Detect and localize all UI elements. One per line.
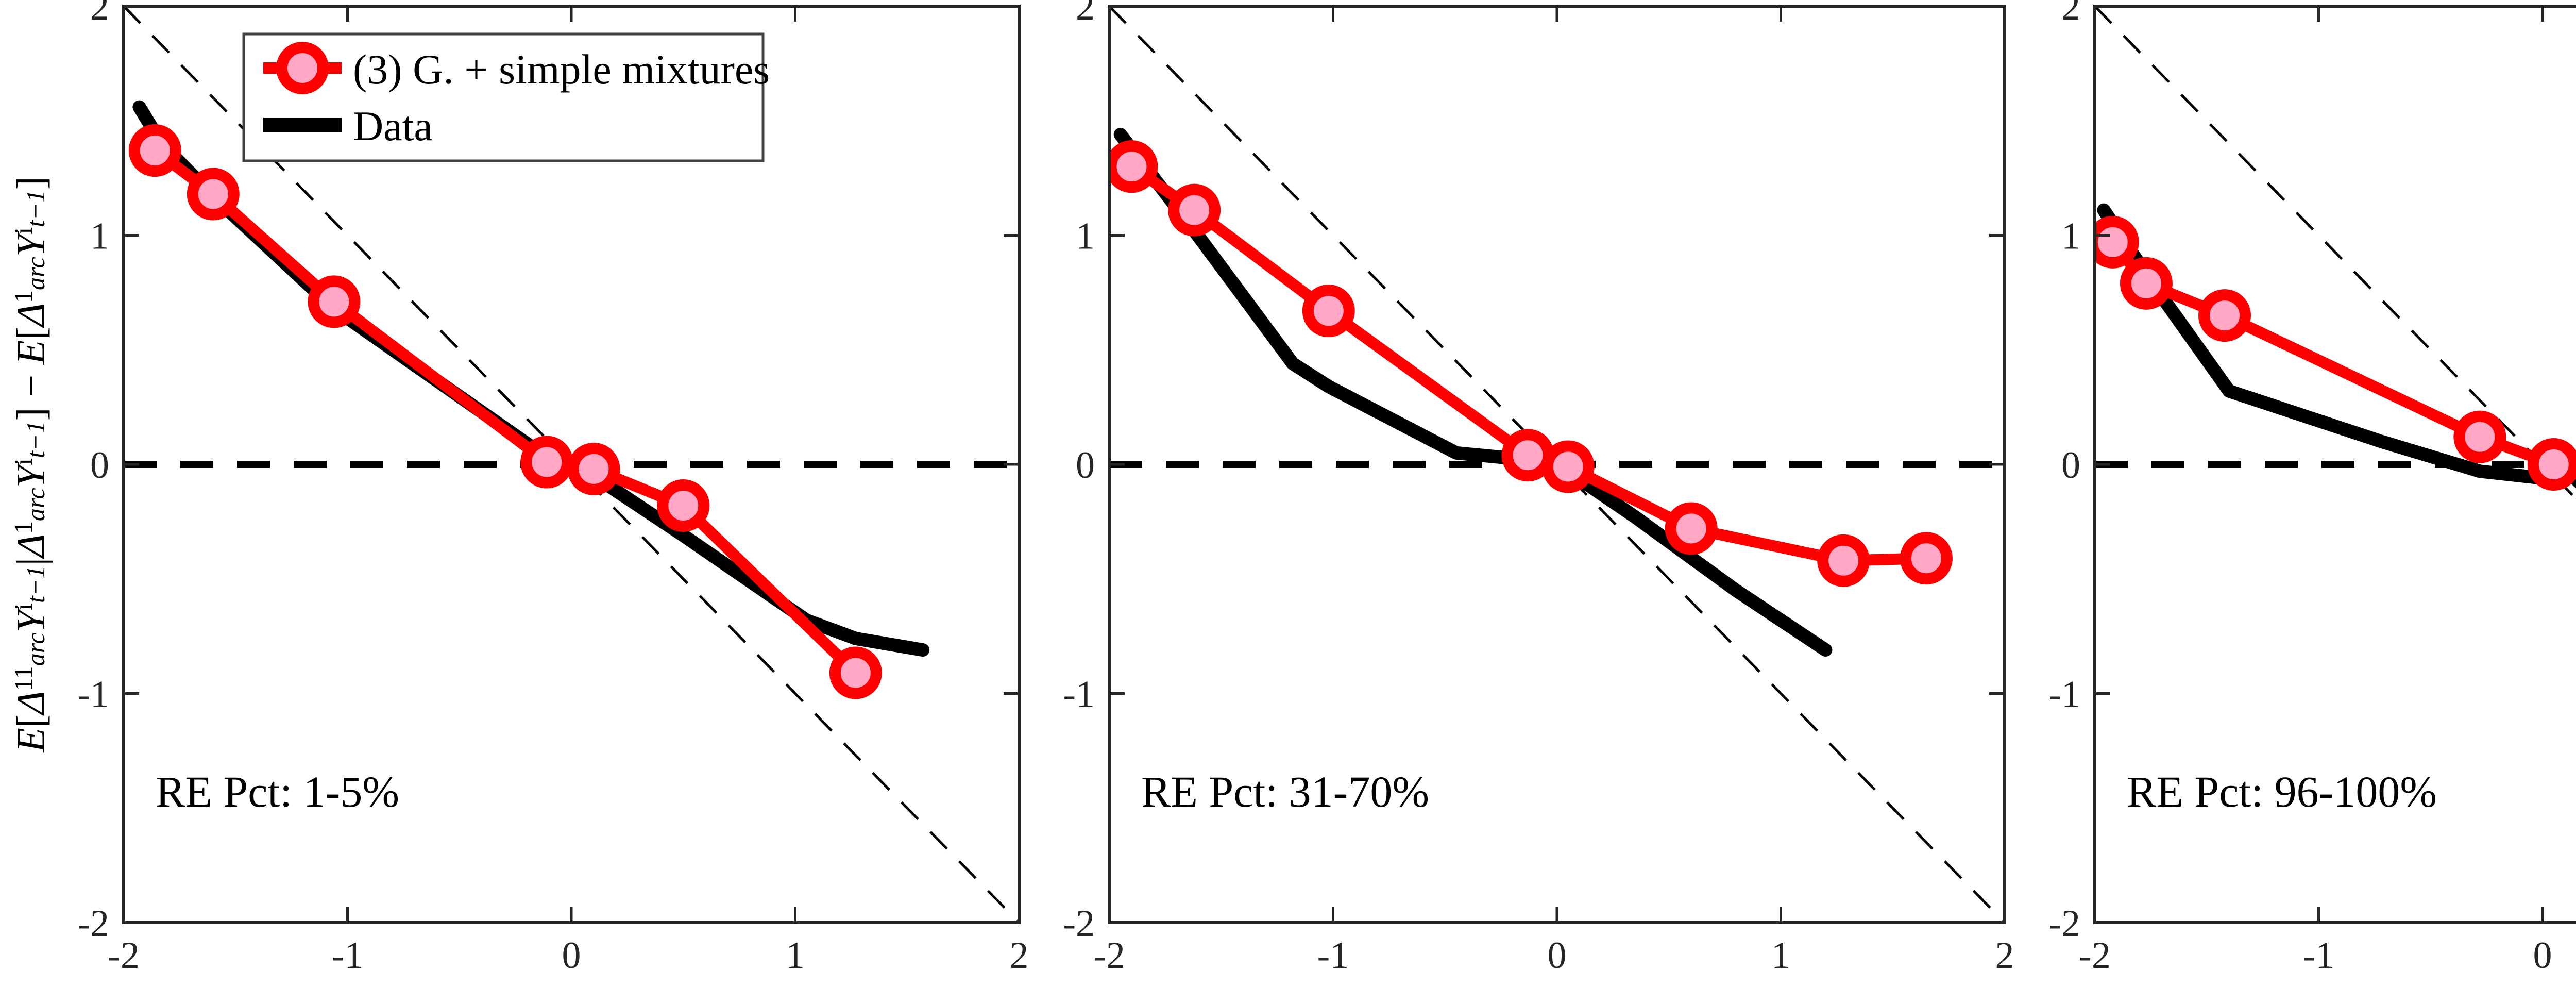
model-data-point: [657, 479, 710, 532]
panel-annotation: RE Pct: 96-100%: [2127, 767, 2437, 816]
y-tick-label: -2: [2048, 902, 2080, 945]
y-tick-label: 0: [90, 444, 109, 487]
x-tick-label: 1: [1771, 934, 1790, 977]
y-tick-label: 0: [2061, 444, 2080, 487]
model-data-point: [520, 436, 573, 489]
panel-2: -2 -1 0 1 2 -2 -1 0 1 2 RE Pct: 31-70%: [1063, 0, 2014, 977]
legend-label-model: (3) G. + simple mixtures: [353, 46, 770, 93]
panel-annotation: RE Pct: 31-70%: [1141, 767, 1429, 816]
x-tick-label: -2: [108, 934, 140, 977]
model-data-point: [1541, 440, 1595, 493]
model-data-point: [2120, 257, 2173, 310]
model-data-point: [187, 168, 240, 221]
x-tick-label: 1: [786, 934, 805, 977]
legend-box: [242, 32, 765, 162]
x-tick-label: -1: [2303, 934, 2335, 977]
y-tick-label: -2: [77, 902, 109, 945]
model-data-point: [2453, 410, 2506, 463]
panel-annotation: RE Pct: 1-5%: [156, 767, 399, 816]
y-tick-label: 1: [90, 215, 109, 258]
model-data-point: [567, 442, 620, 495]
x-tick-label: 2: [1010, 934, 1029, 977]
legend-marker-model: [276, 42, 329, 94]
legend-label-data: Data: [353, 103, 433, 149]
x-tick-label: -1: [1317, 934, 1349, 977]
y-tick-label: 2: [90, 0, 109, 28]
y-tick-label: 2: [2061, 0, 2080, 28]
x-tick-label: 2: [1995, 934, 2014, 977]
model-data-point: [308, 275, 361, 328]
model-data-point: [1302, 285, 1355, 338]
y-axis-label: E[Δ11arcYit−1|Δ1arcYit−1] − E[Δ1arcYit−1…: [8, 176, 53, 753]
legend: (3) G. + simple mixtures Data: [242, 32, 770, 162]
x-tick-label: 0: [562, 934, 581, 977]
svg-text:E[Δ11arcYit−1|Δ1arcYit−1] − E[: E[Δ11arcYit−1|Δ1arcYit−1] − E[Δ1arcYit−1…: [8, 176, 53, 753]
model-data-point: [1900, 532, 1953, 585]
x-tick-label: -2: [2079, 934, 2111, 977]
y-tick-label: 2: [1076, 0, 1095, 28]
model-data-point: [128, 124, 181, 177]
y-tick-label: 1: [1076, 215, 1095, 258]
y-tick-label: -2: [1063, 902, 1095, 945]
model-data-point: [2198, 289, 2251, 342]
model-data-point: [2527, 438, 2576, 491]
y-tick-label: 1: [2061, 215, 2080, 258]
y-tick-label: -1: [2048, 674, 2080, 716]
model-data-point: [2095, 215, 2139, 269]
y-tick-label: 0: [1076, 444, 1095, 487]
y-tick-label: -1: [77, 674, 109, 716]
model-data-point: [829, 646, 882, 699]
x-tick-label: 0: [1548, 934, 1567, 977]
model-data-point: [1168, 183, 1221, 237]
model-data-point: [1665, 502, 1718, 555]
data-series-line: [2097, 203, 2576, 489]
x-tick-label: 0: [2533, 934, 2552, 977]
model-data-point: [1817, 534, 1870, 587]
x-tick-label: -2: [1093, 934, 1125, 977]
model-data-point: [1109, 140, 1158, 193]
y-tick-label: -1: [1063, 674, 1095, 716]
x-tick-label: -1: [332, 934, 364, 977]
